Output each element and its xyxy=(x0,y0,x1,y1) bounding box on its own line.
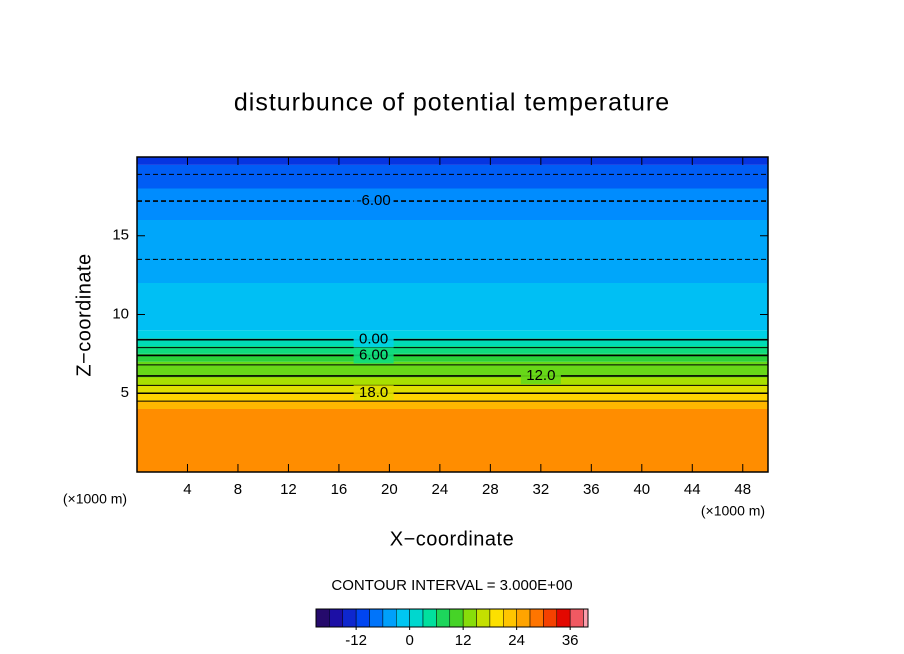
contour-interval: CONTOUR INTERVAL = 3.000E+00 xyxy=(331,577,572,594)
colorbar-cell xyxy=(436,608,451,628)
colorbar-cell xyxy=(382,608,397,628)
x-tick-label: 8 xyxy=(234,481,242,498)
x-tick-label: 24 xyxy=(432,481,449,498)
field-band xyxy=(137,283,768,331)
contour-label-bg xyxy=(353,347,394,364)
x-tick-label: 20 xyxy=(381,481,398,498)
y-tick-label: 5 xyxy=(121,384,129,401)
x-tick-label: 40 xyxy=(633,481,650,498)
y-tick-label: 10 xyxy=(112,305,129,322)
colorbar-tick-label: -12 xyxy=(345,632,367,649)
colorbar-tick-label: 0 xyxy=(405,632,413,649)
field-band xyxy=(137,346,768,354)
colorbar-cell xyxy=(409,608,424,628)
colorbar-cell xyxy=(396,608,410,628)
field-band xyxy=(137,164,768,189)
x-tick-label: 44 xyxy=(684,481,701,498)
contour-label: 18.0 xyxy=(359,384,388,401)
field-band xyxy=(137,401,768,409)
contour-label-bg xyxy=(353,193,394,210)
field-band xyxy=(137,188,768,220)
x-tick-label: 12 xyxy=(280,481,297,498)
x-unit-label: (×1000 m) xyxy=(701,503,765,519)
field-band xyxy=(137,377,768,386)
colorbar-cell xyxy=(503,608,517,628)
colorbar-cell xyxy=(583,608,589,628)
contour-label: 0.00 xyxy=(359,331,388,348)
x-tick-label: 4 xyxy=(183,481,191,498)
x-axis-label: X−coordinate xyxy=(390,528,514,550)
colorbar-tick-label: 12 xyxy=(455,632,472,649)
colorbar-cell xyxy=(489,608,504,628)
field-band xyxy=(137,385,768,394)
colorbar-cell xyxy=(516,608,531,628)
colorbar-cell xyxy=(556,608,571,628)
field-band xyxy=(137,393,768,402)
colorbar-cell xyxy=(569,608,584,628)
x-tick-label: 48 xyxy=(734,481,751,498)
chart-title: disturbunce of potential temperature xyxy=(234,89,670,117)
field-band xyxy=(137,353,768,362)
contour-label-bg xyxy=(353,385,394,402)
colorbar-cell xyxy=(342,608,357,628)
contour-label: 6.00 xyxy=(359,346,388,363)
colorbar-cell xyxy=(476,608,491,628)
colorbar-cell xyxy=(462,608,477,628)
colorbar-tick-label: 24 xyxy=(508,632,525,649)
field-band xyxy=(137,330,768,339)
x-tick-label: 32 xyxy=(532,481,549,498)
colorbar-frame xyxy=(315,608,589,628)
x-unit-label: (×1000 m) xyxy=(63,491,127,507)
contour-label: 12.0 xyxy=(526,367,555,384)
field-band xyxy=(137,220,768,283)
x-tick-label: 36 xyxy=(583,481,600,498)
x-tick-label: 28 xyxy=(482,481,499,498)
y-tick-label: 15 xyxy=(112,227,129,244)
colorbar-tick-label: 36 xyxy=(562,632,579,649)
field-band xyxy=(137,409,768,472)
contour-label-bg xyxy=(353,331,394,348)
colorbar-cell xyxy=(529,608,544,628)
colorbar-cell xyxy=(449,608,464,628)
colorbar-cell xyxy=(329,608,344,628)
field-band xyxy=(137,157,768,165)
colorbar-cell xyxy=(315,608,330,628)
colorbar-cell xyxy=(369,608,384,628)
colorbar-cell xyxy=(543,608,558,628)
contour-label: -6.00 xyxy=(357,192,391,209)
x-tick-label: 16 xyxy=(331,481,348,498)
field-band xyxy=(137,361,768,378)
field-band xyxy=(137,338,768,346)
colorbar-cell xyxy=(422,608,437,628)
colorbar-cell xyxy=(355,608,370,628)
y-axis-label: Z−coordinate xyxy=(73,253,95,376)
contour-label-bg xyxy=(520,367,561,384)
